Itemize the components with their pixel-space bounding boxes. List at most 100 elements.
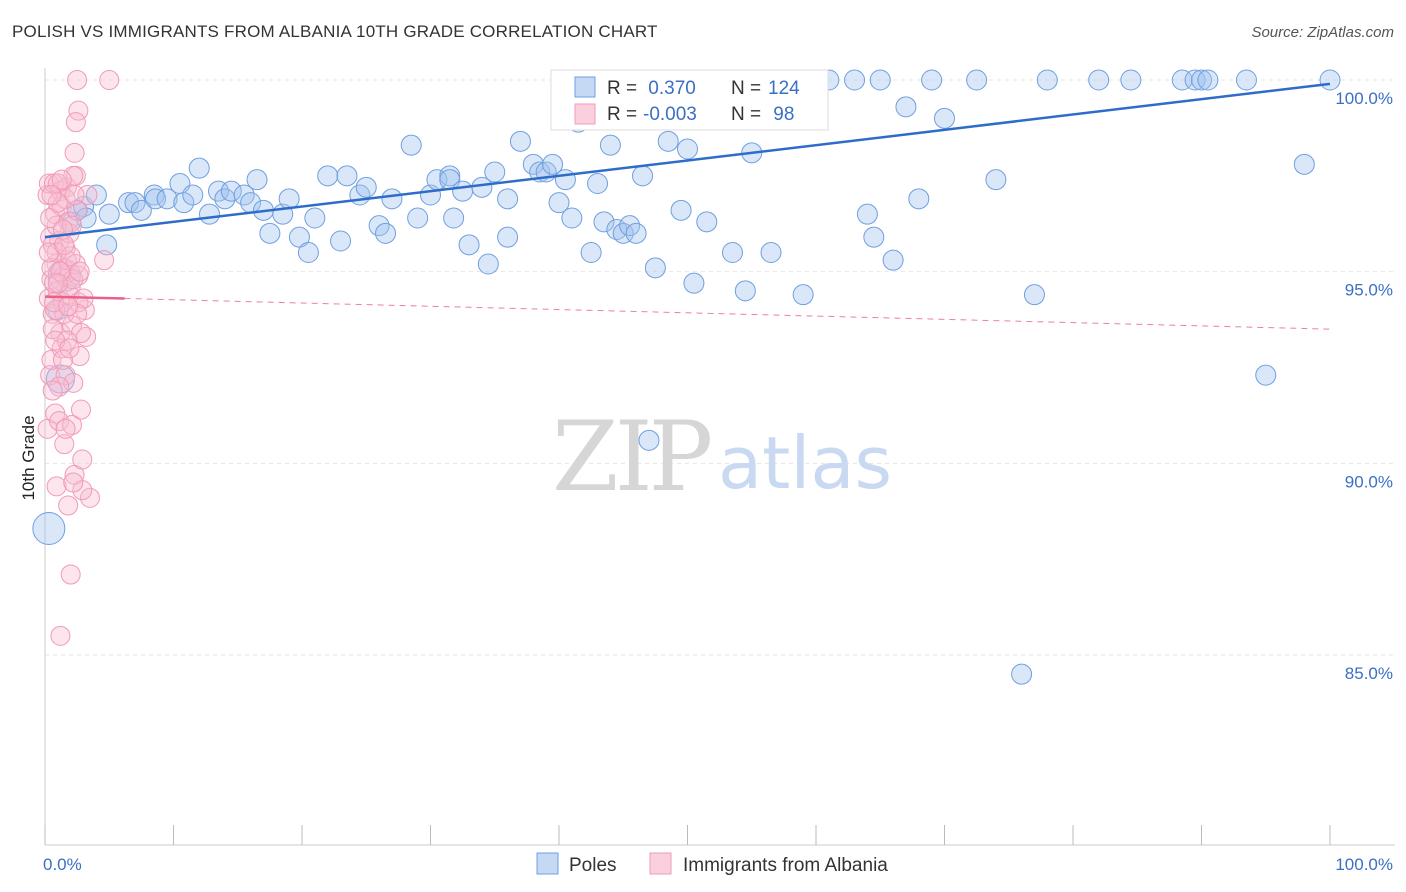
poles-point-104	[921, 69, 943, 91]
watermark-zip: ZIP	[552, 401, 711, 513]
poles-point-8	[96, 234, 118, 256]
albania-point-88	[54, 234, 75, 255]
legend-n-value-1: 124	[768, 78, 800, 99]
albania-point-70	[45, 300, 66, 320]
trend-line-poles	[44, 82, 1331, 239]
poles-point-75	[638, 429, 660, 451]
series-albania	[37, 70, 120, 646]
chart-title: POLISH VS IMMIGRANTS FROM ALBANIA 10TH G…	[12, 22, 658, 41]
albania-point-52	[60, 564, 81, 585]
poles-point-102	[895, 96, 917, 118]
series-poles	[32, 69, 1341, 685]
legend-swatch-pink	[574, 103, 596, 125]
albania-point-14	[46, 476, 67, 497]
x-tick-labels: 0.0% 100.0%	[43, 855, 1393, 874]
poles-point-118	[1255, 364, 1277, 386]
poles-point-35	[317, 165, 339, 187]
poles-point-116	[1197, 69, 1219, 91]
legend-r-label-1: R =	[607, 78, 637, 99]
data-points	[32, 69, 1341, 685]
poles-point-42	[381, 188, 403, 210]
albania-point-39	[79, 487, 100, 508]
albania-point-35	[70, 399, 91, 420]
poles-point-20	[188, 157, 210, 179]
albania-point-44	[64, 142, 85, 163]
albania-point-85	[58, 296, 79, 317]
y-tick-label-1: 90.0%	[1345, 472, 1393, 491]
poles-point-80	[670, 199, 692, 221]
poles-point-66	[580, 242, 602, 263]
watermark-atlas: atlas	[718, 421, 892, 505]
albania-point-86	[64, 185, 85, 205]
poles-point-78	[657, 130, 679, 152]
poles-point-29	[259, 222, 281, 244]
poles-point-100	[869, 69, 891, 91]
legend-r-value-2: -0.003	[643, 104, 697, 125]
poles-point-13	[130, 199, 152, 221]
poles-point-15	[145, 188, 167, 210]
poles-point-41	[375, 222, 397, 244]
albania-point-58	[49, 376, 70, 397]
poles-point-51	[458, 234, 480, 256]
trend-lines	[44, 82, 1331, 330]
poles-point-61	[542, 153, 564, 175]
poles-point-68	[593, 211, 615, 233]
poles-point-55	[497, 226, 519, 248]
albania-point-41	[67, 70, 88, 90]
poles-point-107	[985, 169, 1007, 191]
albania-point-53	[50, 625, 71, 646]
poles-point-18	[173, 192, 195, 214]
poles-point-67	[587, 173, 609, 194]
albania-point-36	[72, 449, 93, 470]
poles-point-111	[1088, 69, 1110, 91]
albania-point-50	[49, 411, 70, 432]
poles-point-105	[934, 107, 955, 129]
albania-point-80	[94, 250, 115, 271]
y-tick-label-2: 95.0%	[1345, 281, 1393, 300]
correlation-legend: R = 0.370 N = 124 R = -0.003 N = 98	[550, 69, 829, 131]
poles-point-113	[1171, 69, 1193, 91]
legend-label-poles: Poles	[569, 855, 617, 876]
albania-point-78	[69, 261, 90, 282]
poles-point-91	[760, 242, 782, 263]
trend-line-albania-extension	[124, 298, 1331, 330]
poles-point-50	[452, 180, 474, 202]
poles-point-24	[220, 180, 242, 202]
legend-swatch-blue	[574, 76, 596, 98]
poles-point-19	[182, 184, 204, 206]
x-tick-label-0: 0.0%	[43, 855, 82, 874]
poles-point-31	[278, 188, 300, 210]
poles-point-76	[644, 257, 666, 279]
poles-point-34	[304, 207, 326, 229]
legend-n-value-2: 98	[768, 104, 794, 125]
poles-point-99	[863, 226, 885, 248]
poles-point-108	[1011, 663, 1033, 685]
albania-point-87	[41, 185, 62, 205]
poles-point-62	[548, 192, 570, 214]
gridlines	[45, 79, 1395, 656]
poles-point-97	[844, 69, 866, 91]
poles-point-21	[198, 203, 220, 225]
poles-point-10	[98, 203, 120, 225]
x-tick-label-1: 100.0%	[1335, 855, 1393, 874]
poles-point-27	[246, 169, 268, 191]
albania-point-34	[69, 346, 90, 366]
albania-point-40	[99, 70, 120, 90]
poles-point-101	[882, 249, 904, 271]
legend-n-label-1: N =	[731, 78, 761, 99]
poles-point-81	[677, 138, 698, 160]
poles-point-69	[599, 134, 621, 156]
poles-point-94	[792, 284, 814, 306]
poles-point-109	[1023, 284, 1045, 306]
albania-point-90	[55, 418, 76, 439]
poles-point-86	[721, 242, 743, 263]
y-tick-label-0: 85.0%	[1345, 664, 1393, 683]
albania-point-21	[55, 365, 76, 386]
watermark: ZIP atlas	[552, 401, 892, 513]
trend-line-albania	[44, 295, 125, 300]
poles-point-43	[400, 134, 422, 156]
albania-point-95	[42, 380, 63, 401]
albania-point-51	[58, 495, 79, 516]
poles-point-57	[509, 130, 531, 152]
poles-point-74	[632, 165, 654, 187]
